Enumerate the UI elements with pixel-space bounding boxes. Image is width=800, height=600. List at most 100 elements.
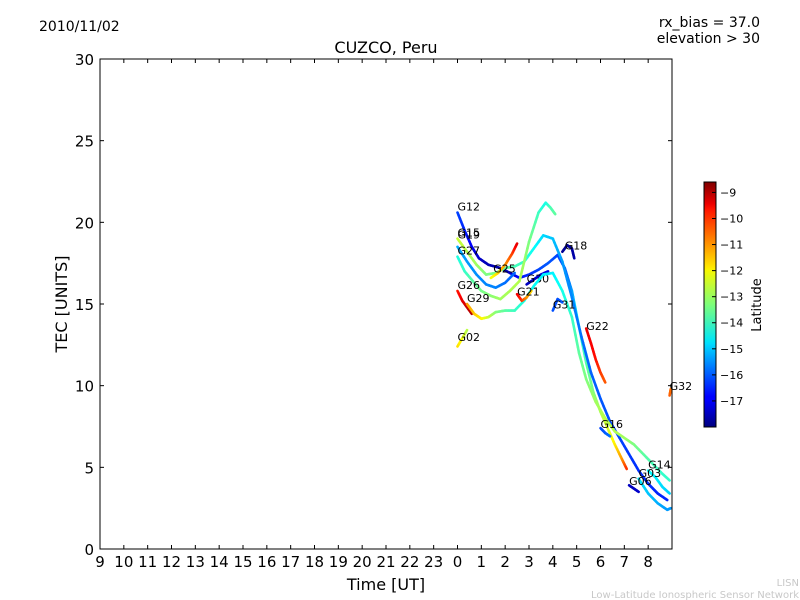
- x-tick-label: 19: [329, 553, 348, 571]
- plot-area: G12G15G19G27G25G30G18G26G29G21G31G22G02G…: [456, 201, 693, 512]
- series-g03: G03: [637, 467, 673, 512]
- x-tick-label: 13: [186, 553, 205, 571]
- series-label: G22: [586, 320, 609, 333]
- x-tick-label: 10: [114, 553, 133, 571]
- x-tick-label: 12: [162, 553, 181, 571]
- series-g22: G22: [584, 320, 609, 384]
- series-label: G03: [639, 467, 662, 480]
- series-label: G21: [517, 285, 540, 298]
- series-label: G12: [458, 201, 481, 214]
- series-label: G26: [458, 279, 481, 292]
- date-label: 2010/11/02: [39, 19, 120, 35]
- colorbar-tick-label: −15: [720, 343, 743, 356]
- series-segment: [636, 489, 640, 494]
- colorbar-tick-label: −11: [720, 239, 743, 252]
- rx-bias-label: rx_bias = 37.0: [659, 15, 760, 31]
- y-tick-label: 5: [84, 459, 94, 477]
- colorbar-tick-label: −14: [720, 317, 743, 330]
- series-segment: [529, 289, 533, 294]
- x-tick-label: 18: [305, 553, 324, 571]
- series-label: G16: [601, 418, 624, 431]
- series-g32: G32: [668, 380, 693, 397]
- x-tick-label: 16: [257, 553, 276, 571]
- series-segment: [664, 497, 669, 502]
- y-tick-label: 25: [75, 133, 94, 151]
- x-tick-label: 8: [643, 553, 653, 571]
- series-segment: [511, 271, 517, 276]
- series-g16: G16: [599, 418, 624, 438]
- series-segment: [667, 478, 671, 482]
- x-tick-label: 4: [548, 553, 558, 571]
- series-g19: G19: [456, 228, 517, 289]
- series-g14: G14: [646, 459, 671, 495]
- plot-frame: [99, 58, 673, 550]
- y-axis: 0 5 10 15 20 25 30: [75, 51, 672, 559]
- chart-title: CUZCO, Peru: [334, 38, 437, 57]
- series-g06: G06: [627, 475, 652, 494]
- colorbar-ticks: −17 −16 −15 −14 −13 −12 −11 −10 −9: [712, 186, 743, 408]
- series-g15: G15: [456, 227, 669, 502]
- series-g27: G27: [456, 201, 557, 301]
- x-tick-label: 15: [233, 553, 252, 571]
- series-segment: [464, 328, 469, 333]
- series-label: G15: [458, 227, 481, 240]
- series-g26: G26: [456, 279, 481, 316]
- x-tick-label: 0: [453, 553, 463, 571]
- colorbar: [703, 181, 717, 428]
- x-tick-label: 23: [424, 553, 443, 571]
- x-tick-label: 3: [524, 553, 534, 571]
- colorbar-tick-label: −17: [720, 395, 743, 408]
- series-label: G29: [467, 292, 490, 305]
- series-g21: G21: [515, 285, 540, 303]
- series-g31: G31: [551, 297, 576, 312]
- x-tick-label: 6: [596, 553, 606, 571]
- y-tick-label: 20: [75, 214, 94, 232]
- footer-lisn: LISN: [777, 578, 799, 589]
- elevation-label: elevation > 30: [657, 31, 760, 47]
- colorbar-tick-label: −10: [720, 212, 743, 225]
- series-label: G14: [648, 459, 671, 472]
- series-segment: [607, 434, 612, 438]
- series-g25: G25: [489, 242, 519, 280]
- colorbar-label: Latitude: [750, 278, 765, 332]
- series-label: G18: [565, 240, 588, 253]
- series-label: G06: [629, 475, 652, 488]
- series-label: G19: [458, 228, 481, 241]
- series-segment: [667, 491, 671, 495]
- series-label: G27: [458, 245, 481, 258]
- series-g18: G18: [561, 240, 588, 260]
- series-label: G32: [670, 380, 693, 393]
- y-tick-label: 0: [84, 541, 94, 559]
- y-tick-label: 15: [75, 296, 94, 314]
- y-axis-label: TEC [UNITS]: [52, 256, 71, 354]
- series-segment: [514, 242, 519, 247]
- series-segment: [603, 379, 607, 384]
- x-tick-label: 11: [138, 553, 157, 571]
- x-tick-label: 14: [210, 553, 229, 571]
- x-tick-label: 5: [572, 553, 582, 571]
- x-tick-label: 22: [400, 553, 419, 571]
- series-segment: [560, 300, 564, 304]
- series-segment: [553, 211, 557, 216]
- x-tick-label: 20: [353, 553, 372, 571]
- x-axis-label: Time [UT]: [346, 575, 425, 594]
- series-segment: [545, 270, 550, 274]
- series-label: G25: [493, 263, 516, 276]
- colorbar-tick-label: −12: [720, 265, 743, 278]
- x-tick-label: 1: [477, 553, 487, 571]
- series-label: G02: [458, 331, 481, 344]
- series-label: G31: [553, 299, 576, 312]
- series-segment: [469, 311, 474, 316]
- series-g02: G02: [456, 328, 481, 348]
- x-axis: 9 10 11 12 13 14 15 16 17 18 19 20 21 22 23 0 1 2 3 4 5 6 7 8: [95, 59, 653, 571]
- x-tick-label: 7: [620, 553, 630, 571]
- colorbar-tick-label: −16: [720, 369, 743, 382]
- x-tick-label: 17: [281, 553, 300, 571]
- y-tick-label: 30: [75, 51, 94, 69]
- footer-network: Low-Latitude Ionospheric Sensor Network: [591, 590, 799, 600]
- series-segment: [624, 466, 629, 471]
- colorbar-tick-label: −13: [720, 291, 743, 304]
- colorbar-tick-label: −9: [720, 186, 736, 199]
- y-tick-label: 10: [75, 378, 94, 396]
